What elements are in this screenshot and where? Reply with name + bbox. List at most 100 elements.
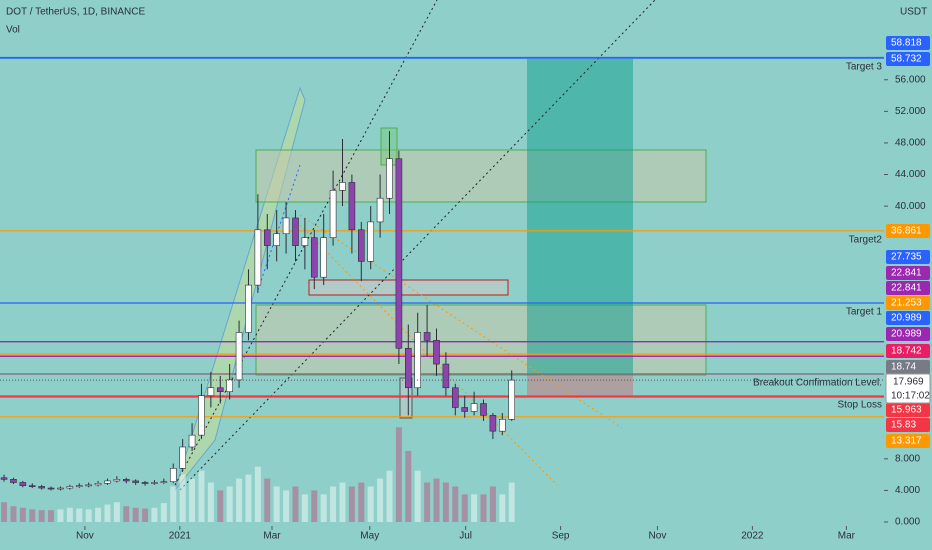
x-tick-label: 2021 (169, 531, 192, 542)
volume-bar (245, 474, 252, 522)
long-stop-box (527, 375, 633, 397)
candle-body (423, 332, 431, 341)
volume-bar (38, 510, 45, 522)
candle-body (216, 387, 224, 392)
long-target-box (527, 59, 633, 375)
x-tick-label: Mar (263, 531, 281, 542)
x-tick-label: Jul (459, 531, 472, 542)
price-badge (886, 250, 930, 264)
annotation: Stop Loss (838, 400, 882, 411)
volume-bar (85, 509, 92, 522)
candle-body (207, 387, 215, 396)
volume-bar (377, 478, 384, 522)
volume-bar (132, 507, 139, 522)
price-badge (886, 52, 930, 66)
x-tick-label: Nov (76, 531, 94, 542)
candle-body (489, 415, 497, 432)
candle-body (395, 158, 403, 349)
volume-bar (339, 482, 346, 522)
candle-body (38, 486, 45, 489)
current-price-label: 17.969 (893, 377, 924, 388)
y-tick-label: 48.000 (895, 138, 926, 149)
y-tick-label: 44.000 (895, 169, 926, 180)
price-badge (886, 403, 930, 417)
volume-bar (386, 470, 393, 522)
candle-body (113, 479, 121, 482)
candle-body (273, 233, 280, 246)
price-badge (886, 434, 930, 448)
candle-body (263, 229, 271, 246)
candle-body (433, 340, 440, 365)
candle-body (310, 237, 318, 278)
volume-bar (442, 482, 449, 522)
price-badge-label: 22.841 (891, 268, 922, 279)
volume-bar (29, 509, 36, 522)
volume-bar (10, 506, 17, 522)
y-tick-label: 56.000 (895, 74, 926, 85)
zone (308, 279, 509, 296)
x-tick-label: Sep (552, 531, 570, 542)
candle-body (404, 347, 412, 389)
trend-line (179, 0, 656, 491)
candle-body (169, 467, 177, 483)
candle-body (282, 217, 290, 235)
volume-bar (76, 508, 83, 522)
volume-bar (367, 486, 374, 522)
candle-body (348, 182, 356, 231)
y-tick-label: 0.000 (895, 517, 920, 528)
candle-body (254, 229, 262, 286)
candle-body (66, 486, 74, 489)
candle-body (245, 284, 252, 333)
price-badge (886, 344, 930, 358)
price-badge-label: 21.253 (891, 298, 922, 309)
trend-line (299, 224, 558, 486)
candle-body (470, 403, 478, 412)
volume-bar (226, 486, 233, 522)
volume-bar (452, 486, 459, 522)
candle-body (499, 419, 506, 432)
candle-body (461, 407, 469, 412)
candle-body (75, 485, 83, 487)
zone (255, 304, 707, 376)
candle-body (301, 237, 309, 246)
annotation: Target 3 (846, 62, 883, 73)
y-tick-label: 52.000 (895, 106, 926, 117)
volume-bar (189, 478, 196, 522)
candle-body (10, 479, 17, 483)
volume-bar (330, 486, 337, 522)
candle-body (414, 332, 421, 389)
candle-body (188, 434, 196, 448)
volume-bar (489, 486, 496, 522)
price-badge-label: 58.818 (891, 38, 922, 49)
y-tick-label: 40.000 (895, 201, 926, 212)
volume-bar (471, 494, 478, 522)
volume-bar (113, 502, 120, 522)
price-badge (886, 360, 930, 374)
volume-bar (480, 494, 487, 522)
annotation: Target 1 (846, 307, 883, 318)
candle-body (141, 482, 149, 484)
volume-bar (217, 490, 224, 522)
volume-bar (424, 482, 431, 522)
volume-bar (395, 427, 402, 522)
trend-line (257, 164, 301, 291)
volume-bar (508, 482, 515, 522)
volume-bar (433, 478, 440, 522)
candle-body (85, 484, 92, 487)
price-badge-label: 18.74 (891, 362, 916, 373)
volume-bar (311, 490, 318, 522)
volume-bar (292, 486, 299, 522)
price-badge-label: 36.861 (891, 226, 922, 237)
candle-body (104, 480, 111, 484)
candle-body (442, 363, 450, 389)
annotation: Target2 (849, 235, 883, 246)
candle-body (320, 237, 327, 278)
price-badge (886, 311, 930, 325)
price-badge (886, 266, 930, 280)
volume-bar (48, 510, 55, 522)
volume-bar (104, 504, 111, 522)
volume-bar (348, 486, 355, 522)
volume-bar (236, 478, 243, 522)
